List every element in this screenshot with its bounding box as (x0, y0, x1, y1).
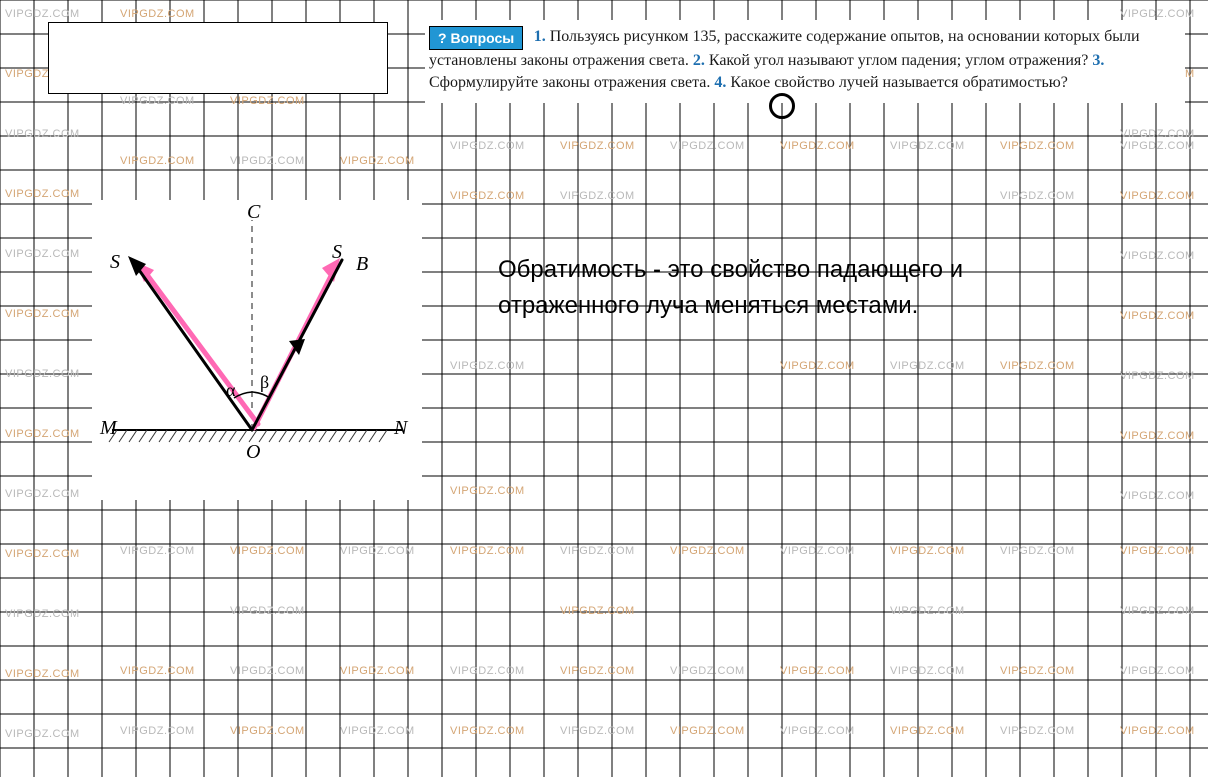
reflection-diagram: CSSBMNOαβ (92, 200, 422, 500)
q2-text: Какой угол называют углом падения; углом… (705, 52, 1093, 69)
svg-text:M: M (99, 417, 118, 439)
questions-badge: Вопросы (429, 26, 523, 50)
svg-text:N: N (393, 417, 409, 439)
svg-text:S: S (110, 251, 120, 273)
svg-text:O: O (246, 441, 260, 463)
q4-number: 4. (714, 74, 726, 91)
q3-text: Сформулируйте законы отражения света. (429, 74, 714, 91)
svg-text:β: β (260, 372, 269, 392)
q1-number: 1. (534, 28, 546, 45)
q2-number: 2. (693, 52, 705, 69)
q4-text: Какое свойство лучей называется обратимо… (726, 74, 1067, 91)
answer-text: Обратимость - это свойство падающего и о… (498, 252, 1018, 324)
svg-text:S: S (332, 241, 342, 263)
answer-input-box (48, 22, 388, 94)
svg-text:B: B (356, 253, 368, 275)
circled-number-annotation (769, 93, 795, 119)
questions-text: 1. Пользуясь рисунком 135, расскажите со… (429, 28, 1140, 91)
svg-text:C: C (247, 201, 261, 223)
content-layer: Вопросы 1. Пользуясь рисунком 135, расск… (0, 0, 1208, 777)
questions-block: Вопросы 1. Пользуясь рисунком 135, расск… (425, 20, 1185, 103)
svg-text:α: α (226, 380, 236, 400)
q3-number: 3. (1092, 52, 1104, 69)
